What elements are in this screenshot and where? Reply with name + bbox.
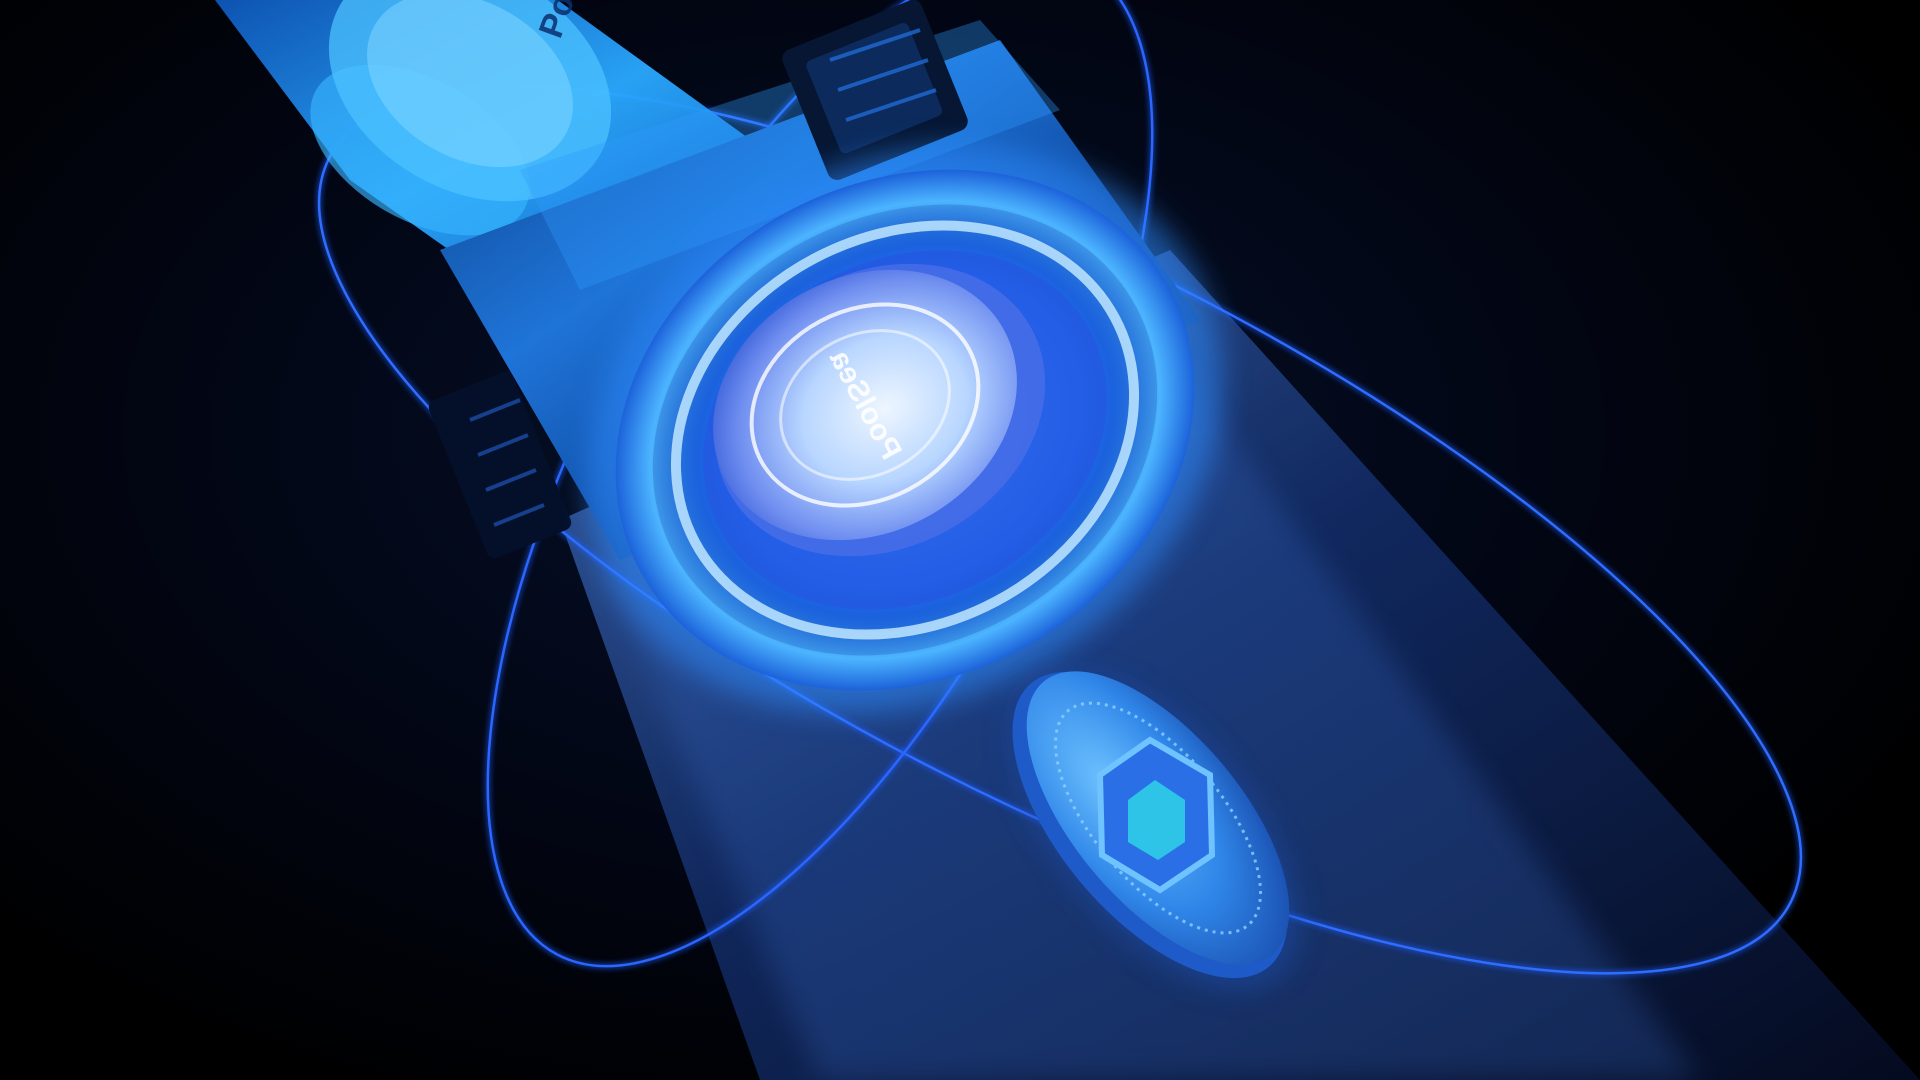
token-coin — [1012, 671, 1298, 988]
coin-emblem-icon — [1096, 736, 1216, 894]
side-port-left — [428, 371, 572, 559]
lens-disc: PoolSea — [713, 263, 1046, 557]
side-port-top — [782, 0, 968, 180]
